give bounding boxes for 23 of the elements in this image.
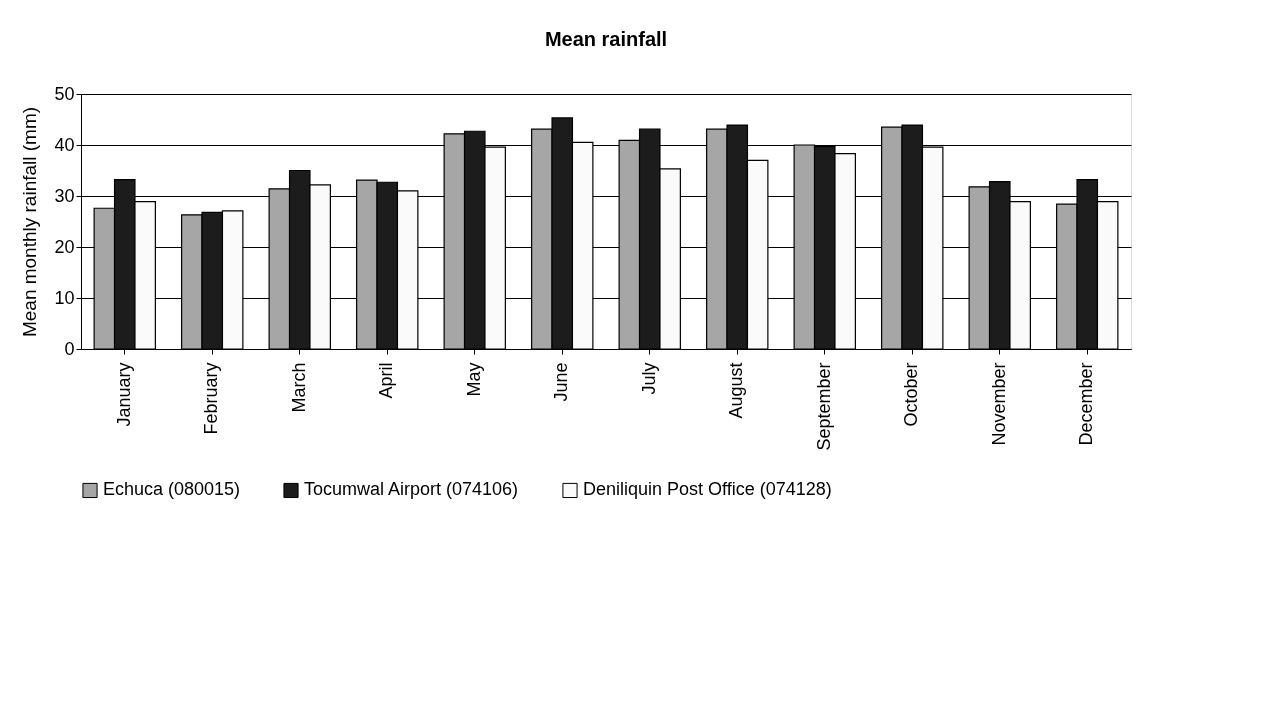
y-tick-label: 30 xyxy=(54,185,75,206)
y-tick-label: 0 xyxy=(64,338,75,359)
x-tick-label: January xyxy=(113,362,134,427)
x-tick-label: March xyxy=(288,362,309,413)
y-tick-label: 50 xyxy=(54,83,75,104)
x-tick-label: July xyxy=(638,362,659,395)
y-tick-label: 40 xyxy=(54,134,75,155)
x-tick-label: August xyxy=(726,362,747,419)
y-tick-label: 10 xyxy=(54,287,75,308)
y-axis-title: Mean monthly rainfall (mm) xyxy=(19,106,41,338)
x-tick-label: June xyxy=(551,362,572,402)
legend-label: Deniliquin Post Office (074128) xyxy=(583,479,832,500)
legend-label: Tocumwal Airport (074106) xyxy=(304,479,519,500)
x-tick-label: May xyxy=(463,362,484,397)
y-tick-label: 20 xyxy=(54,236,75,257)
legend-label: Echuca (080015) xyxy=(103,479,241,500)
x-tick-label: April xyxy=(376,362,397,399)
x-tick-label: December xyxy=(1076,362,1097,446)
chart-title: Mean rainfall xyxy=(544,28,668,50)
x-tick-label: February xyxy=(201,362,222,435)
x-tick-label: September xyxy=(813,362,834,451)
x-tick-label: November xyxy=(988,362,1009,446)
x-tick-label: October xyxy=(901,362,922,427)
